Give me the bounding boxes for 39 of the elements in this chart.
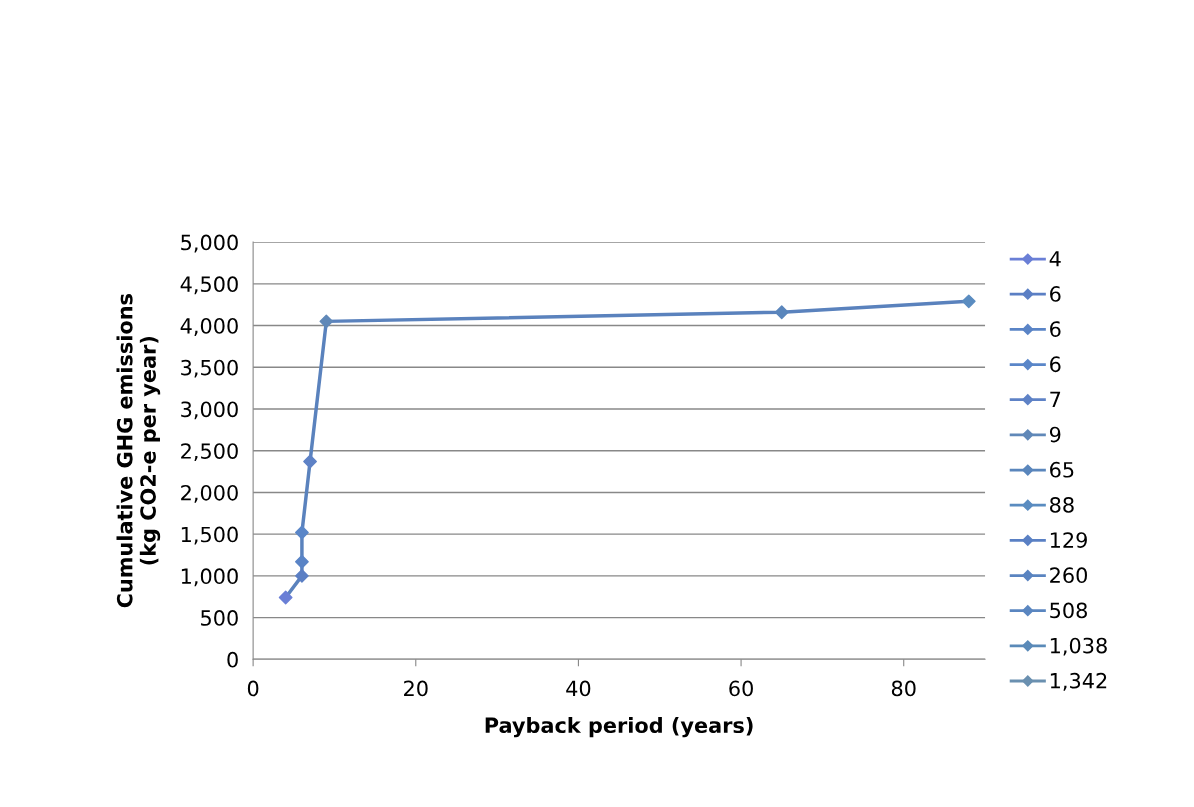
legend-label: 88 <box>1050 497 1074 513</box>
x-tick-label: 60 <box>729 680 753 697</box>
point <box>774 305 789 320</box>
x-tick-label: 40 <box>566 680 591 697</box>
y-tick-label: 3,000 <box>181 401 238 420</box>
legend-label: 6 <box>1050 321 1061 337</box>
y-tick-label: 500 <box>201 610 238 626</box>
legend-label: 4 <box>1049 251 1061 267</box>
y-tick-label: 0 <box>227 651 238 668</box>
y-tick-label: 1,500 <box>181 526 238 545</box>
point <box>295 525 309 540</box>
point <box>319 314 334 329</box>
y-tick-label: 1,000 <box>181 568 238 587</box>
x-tick-label: 20 <box>404 680 428 697</box>
point <box>303 454 317 469</box>
y-axis-title: Cumulative GHG emissions (kg CO2-e per year) <box>116 294 161 608</box>
point <box>295 554 309 569</box>
x-axis-title: Payback period (years) <box>485 716 753 738</box>
legend-label: 65 <box>1050 461 1074 478</box>
x-tick-label: 80 <box>891 680 916 697</box>
legend-label: 1,038 <box>1050 637 1107 656</box>
y-tick-label: 3,500 <box>181 359 238 378</box>
point <box>295 568 309 583</box>
y-tick-label: 4,000 <box>180 318 238 336</box>
legend-label: 129 <box>1050 532 1087 548</box>
point <box>278 590 293 605</box>
legend-label: 6 <box>1050 356 1061 373</box>
legend-label: 260 <box>1050 567 1087 584</box>
legend-label: 7 <box>1050 391 1061 407</box>
x-tick-label: 0 <box>247 680 259 697</box>
legend-label: 1,342 <box>1050 672 1107 691</box>
legend-label: 9 <box>1049 426 1061 443</box>
y-tick-label: 2,000 <box>181 484 238 503</box>
y-tick-label: 4,500 <box>180 276 238 295</box>
y-tick-label: 2,500 <box>181 443 238 462</box>
point <box>961 294 976 309</box>
y-tick-label: 5,000 <box>181 234 238 253</box>
legend-label: 508 <box>1050 602 1087 619</box>
legend-label: 6 <box>1050 286 1061 302</box>
